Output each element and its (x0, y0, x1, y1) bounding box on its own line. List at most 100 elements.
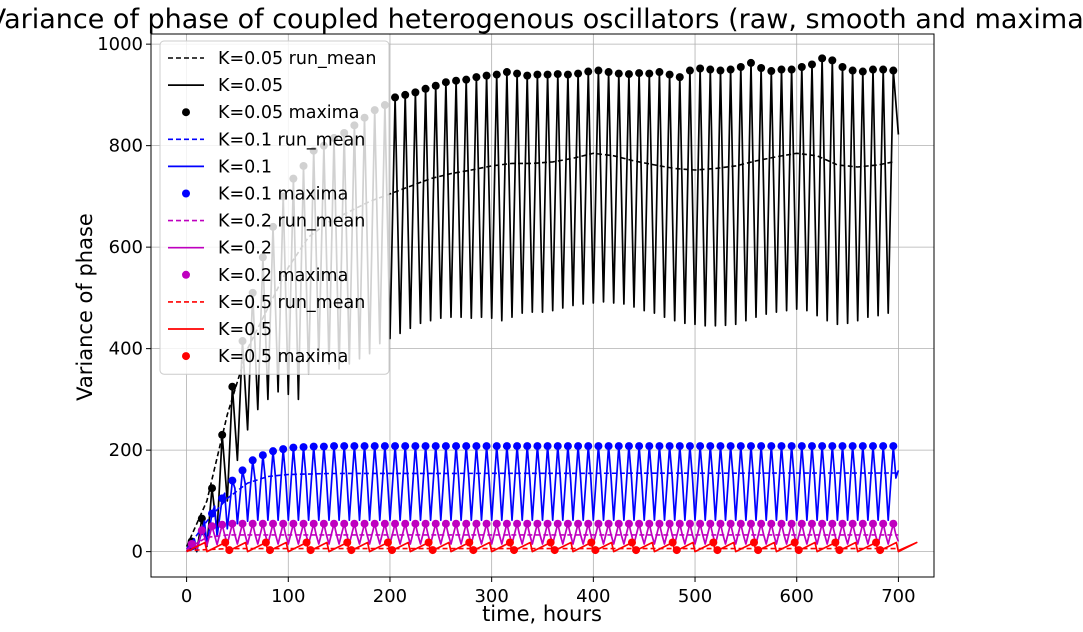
maxima-point (452, 76, 461, 85)
maxima-point (401, 442, 410, 451)
maxima-point (550, 546, 559, 555)
x-tick-label: 0 (181, 586, 192, 607)
maxima-point (604, 68, 613, 77)
maxima-point (431, 442, 440, 451)
maxima-point (668, 538, 677, 547)
maxima-point (441, 78, 450, 87)
maxima-point (614, 69, 623, 78)
maxima-point (421, 519, 430, 528)
maxima-point (502, 442, 511, 451)
maxima-point (726, 65, 735, 74)
maxima-point (675, 442, 684, 451)
maxima-point (614, 442, 623, 451)
maxima-point (218, 494, 227, 503)
legend-label: K=0.5 maxima (218, 347, 348, 367)
maxima-point (533, 70, 542, 79)
maxima-point (452, 442, 461, 451)
maxima-point (462, 75, 471, 84)
maxima-point (350, 519, 359, 528)
maxima-point (299, 443, 308, 452)
maxima-point (513, 519, 522, 528)
maxima-point (330, 442, 339, 451)
maxima-point (492, 442, 501, 451)
maxima-point (645, 69, 654, 78)
maxima-point (726, 442, 735, 451)
maxima-point (411, 442, 420, 451)
maxima-point (221, 538, 230, 547)
maxima-point (543, 442, 552, 451)
maxima-point (777, 442, 786, 451)
maxima-point (523, 71, 532, 80)
maxima-point (655, 519, 664, 528)
maxima-point (452, 519, 461, 528)
maxima-point (428, 546, 437, 555)
y-axis-label: Variance of phase (73, 213, 97, 401)
maxima-point (696, 442, 705, 451)
series-3 (186, 538, 918, 555)
maxima-point (347, 546, 356, 555)
legend: K=0.05 run_mean K=0.05 K=0.05 maxima K=0.1 … (159, 40, 390, 375)
maxima-point (746, 519, 755, 528)
maxima-point (380, 519, 389, 528)
y-tick-label: 600 (109, 237, 143, 258)
maxima-point (848, 442, 857, 451)
x-axis-label: time, hours (482, 602, 602, 626)
maxima-point (675, 519, 684, 528)
legend-label: K=0.05 maxima (218, 103, 359, 123)
maxima-point (248, 519, 257, 528)
maxima-point (553, 519, 562, 528)
maxima-point (309, 442, 318, 451)
maxima-point (513, 69, 522, 78)
maxima-point (858, 442, 867, 451)
maxima-point (604, 519, 613, 528)
maxima-point (269, 447, 278, 456)
maxima-point (716, 519, 725, 528)
legend-label: K=0.05 run_mean (218, 49, 376, 69)
maxima-point (370, 519, 379, 528)
maxima-point (767, 67, 776, 76)
maxima-point (767, 442, 776, 451)
maxima-point (584, 67, 593, 76)
maxima-point (563, 442, 572, 451)
maxima-point (401, 90, 410, 99)
maxima-point (574, 442, 583, 451)
maxima-point (746, 58, 755, 67)
maxima-point (624, 519, 633, 528)
maxima-point (343, 538, 352, 547)
maxima-point (604, 442, 613, 451)
maxima-point (391, 519, 400, 528)
maxima-point (807, 442, 816, 451)
maxima-point (472, 442, 481, 451)
maxima-point (706, 519, 715, 528)
maxima-point (716, 66, 725, 75)
maxima-point (225, 546, 234, 555)
maxima-point (685, 66, 694, 75)
maxima-point (797, 519, 806, 528)
maxima-point (360, 442, 369, 451)
maxima-point (872, 538, 881, 547)
maxima-point (594, 442, 603, 451)
maxima-point (706, 65, 715, 74)
y-tick-label: 800 (109, 136, 143, 157)
maxima-point (831, 538, 840, 547)
maxima-point (309, 519, 318, 528)
maxima-point (401, 519, 410, 528)
x-tick-label: 200 (373, 586, 407, 607)
maxima-point (553, 442, 562, 451)
maxima-point (472, 519, 481, 528)
maxima-point (818, 54, 827, 63)
maxima-point (757, 64, 766, 73)
series-1 (185, 442, 900, 553)
maxima-point (754, 546, 763, 555)
maxima-point (492, 519, 501, 528)
x-tick-label: 300 (474, 586, 508, 607)
maxima-point (319, 519, 328, 528)
legend-label: K=0.2 run_mean (218, 212, 365, 232)
maxima-point (208, 484, 217, 493)
maxima-point (340, 519, 349, 528)
maxima-point (685, 442, 694, 451)
maxima-point (462, 442, 471, 451)
maxima-point (574, 69, 583, 78)
maxima-point (411, 88, 420, 97)
